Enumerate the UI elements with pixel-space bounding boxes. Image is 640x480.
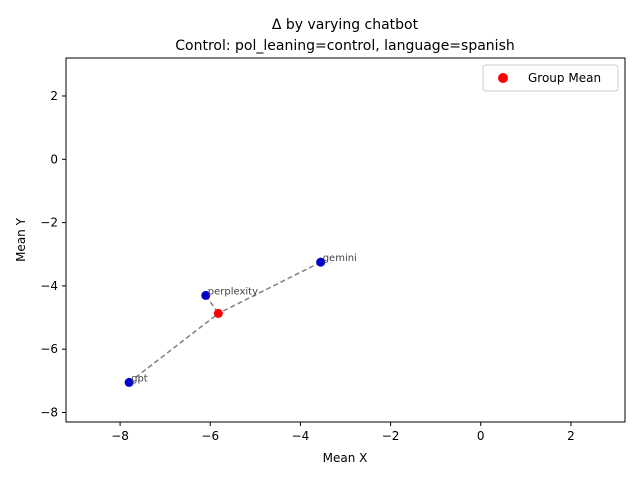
x-axis-label: Mean X xyxy=(323,451,368,465)
connector-lines xyxy=(128,261,322,384)
connector-line-gpt xyxy=(128,312,219,384)
point-perplexity xyxy=(201,290,211,300)
legend-label: Group Mean xyxy=(528,71,601,85)
y-tick-label: 2 xyxy=(50,89,58,103)
chart-subtitle: Control: pol_leaning=control, language=s… xyxy=(175,38,514,54)
x-tick-label: −6 xyxy=(201,429,219,443)
x-tick-label: −2 xyxy=(382,429,400,443)
point-label-gemini: gemini xyxy=(323,253,357,264)
group-mean-point xyxy=(213,308,223,318)
plot-area xyxy=(65,57,626,423)
y-tick-label: −2 xyxy=(40,216,58,230)
point-gpt xyxy=(124,377,134,387)
y-axis-label: Mean Y xyxy=(14,217,28,262)
point-label-perplexity: perplexity xyxy=(208,286,258,297)
x-tick-label: −4 xyxy=(292,429,310,443)
x-axis-ticks: −8 −6 −4 −2 0 2 xyxy=(111,422,575,443)
data-points xyxy=(124,257,326,387)
y-tick-label: 0 xyxy=(50,152,58,166)
x-tick-label: −8 xyxy=(111,429,129,443)
y-tick-label: −4 xyxy=(40,279,58,293)
y-axis-ticks: −8 −6 −4 −2 0 2 xyxy=(40,89,66,420)
legend: Group Mean xyxy=(482,64,619,92)
point-gemini xyxy=(316,257,326,267)
legend-box xyxy=(482,64,619,92)
legend-marker xyxy=(498,73,508,83)
connector-line-gemini xyxy=(218,261,322,315)
point-labels: gemini perplexity gpt xyxy=(131,253,357,384)
x-tick-label: 0 xyxy=(477,429,485,443)
x-tick-label: 2 xyxy=(567,429,575,443)
chart-title: Δ by varying chatbot xyxy=(272,17,419,33)
point-label-gpt: gpt xyxy=(131,373,148,384)
y-tick-label: −8 xyxy=(40,406,58,420)
y-tick-label: −6 xyxy=(40,342,58,356)
